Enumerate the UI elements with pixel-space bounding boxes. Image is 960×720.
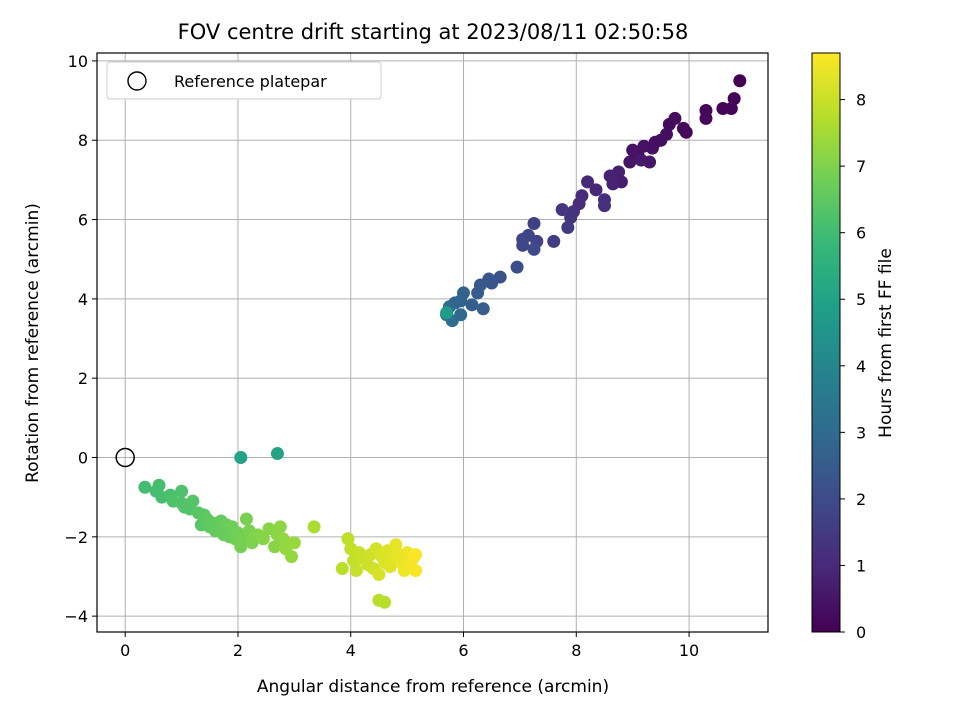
data-point bbox=[256, 532, 270, 546]
data-point bbox=[341, 532, 355, 546]
data-point bbox=[581, 175, 595, 189]
data-point bbox=[555, 203, 569, 217]
chart-title: FOV centre drift starting at 2023/08/11 … bbox=[178, 20, 689, 44]
data-point bbox=[510, 260, 524, 274]
y-tick-label: 6 bbox=[78, 211, 88, 230]
colorbar-tick-label: 5 bbox=[856, 290, 866, 309]
x-axis-ticks: 0 2 4 6 8 10 bbox=[120, 632, 699, 660]
colorbar-tick-label: 2 bbox=[856, 490, 866, 509]
y-tick-label: 8 bbox=[78, 131, 88, 150]
data-point bbox=[465, 298, 479, 312]
x-tick-label: 10 bbox=[679, 641, 699, 660]
data-point bbox=[349, 564, 363, 578]
data-point bbox=[662, 117, 676, 131]
x-axis-label: Angular distance from reference (arcmin) bbox=[257, 677, 609, 697]
data-point bbox=[268, 540, 282, 554]
data-point bbox=[138, 480, 152, 494]
colorbar-label: Hours from first FF file bbox=[876, 248, 896, 438]
y-tick-label: −4 bbox=[64, 607, 88, 626]
data-points bbox=[115, 74, 747, 609]
data-point bbox=[476, 302, 490, 316]
data-point bbox=[378, 595, 392, 609]
colorbar-tick-label: 6 bbox=[856, 224, 866, 243]
x-tick-label: 2 bbox=[233, 641, 243, 660]
y-tick-label: 0 bbox=[78, 449, 88, 468]
data-point bbox=[276, 532, 290, 546]
data-point bbox=[564, 211, 578, 225]
x-tick-label: 8 bbox=[571, 641, 581, 660]
data-point bbox=[733, 74, 747, 88]
colorbar-tick-label: 4 bbox=[856, 357, 866, 376]
data-point bbox=[485, 276, 499, 290]
colorbar-tick-label: 7 bbox=[856, 157, 866, 176]
data-point bbox=[175, 484, 189, 498]
legend: Reference platepar bbox=[106, 61, 382, 100]
data-point bbox=[372, 567, 386, 581]
legend-label: Reference platepar bbox=[174, 72, 327, 91]
y-tick-label: 10 bbox=[68, 52, 88, 71]
data-point bbox=[597, 199, 611, 213]
reference-marker bbox=[115, 447, 135, 468]
data-point bbox=[152, 478, 166, 492]
data-point bbox=[270, 447, 284, 461]
data-point bbox=[547, 234, 561, 248]
y-tick-label: −2 bbox=[64, 528, 88, 547]
colorbar-tick-label: 1 bbox=[856, 556, 866, 575]
colorbar-tick-label: 8 bbox=[856, 91, 866, 110]
legend-box bbox=[106, 61, 382, 100]
data-point bbox=[307, 520, 321, 534]
x-tick-label: 0 bbox=[120, 641, 130, 660]
plot-frame bbox=[96, 52, 769, 633]
data-point bbox=[287, 536, 301, 550]
data-point bbox=[676, 121, 690, 135]
data-point bbox=[716, 102, 730, 116]
y-axis-label: Rotation from reference (arcmin) bbox=[23, 203, 43, 483]
data-point bbox=[335, 562, 349, 576]
data-point bbox=[727, 92, 741, 106]
data-point bbox=[606, 177, 620, 191]
data-point bbox=[623, 155, 637, 169]
data-point bbox=[527, 242, 541, 256]
data-point bbox=[234, 451, 248, 465]
data-point bbox=[471, 286, 485, 300]
data-point bbox=[699, 111, 713, 125]
data-point bbox=[626, 143, 640, 157]
data-point bbox=[239, 512, 253, 526]
data-point bbox=[273, 520, 287, 534]
x-tick-label: 6 bbox=[458, 641, 468, 660]
colorbar-tick-label: 3 bbox=[856, 423, 866, 442]
colorbar-gradient bbox=[811, 52, 841, 633]
data-point bbox=[527, 217, 541, 231]
data-point bbox=[409, 564, 423, 578]
data-point bbox=[589, 183, 603, 197]
data-point bbox=[285, 550, 299, 564]
data-point bbox=[440, 306, 454, 320]
colorbar-ticks: 0 1 2 3 4 5 6 7 8 bbox=[840, 91, 866, 642]
data-point bbox=[637, 139, 651, 153]
y-tick-label: 4 bbox=[78, 290, 88, 309]
data-point bbox=[634, 153, 648, 167]
y-axis-ticks: −4 −2 0 2 4 6 8 10 bbox=[64, 52, 97, 626]
x-tick-label: 4 bbox=[346, 641, 356, 660]
data-point bbox=[389, 538, 403, 552]
data-point bbox=[186, 494, 200, 508]
data-point bbox=[561, 220, 575, 234]
colorbar: 0 1 2 3 4 5 6 7 8 Hours from first FF file bbox=[811, 52, 896, 642]
legend-marker bbox=[127, 71, 147, 91]
data-point bbox=[516, 238, 530, 252]
y-tick-label: 2 bbox=[78, 369, 88, 388]
colorbar-tick-label: 0 bbox=[856, 623, 866, 642]
data-point bbox=[409, 548, 423, 562]
